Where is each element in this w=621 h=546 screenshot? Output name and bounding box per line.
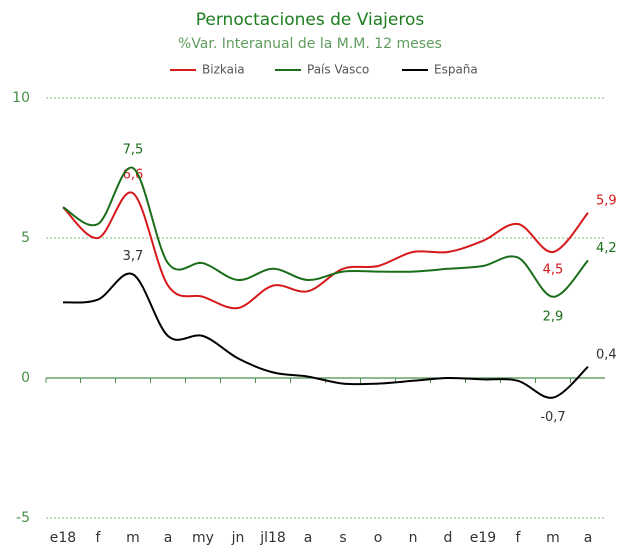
series-line xyxy=(62,166,589,298)
x-tick-label: m xyxy=(126,530,140,546)
legend-label: Bizkaia xyxy=(202,63,245,77)
data-label: -0,7 xyxy=(540,410,565,425)
data-label: 3,7 xyxy=(123,249,144,264)
x-tick-label: jl18 xyxy=(259,530,286,546)
series-line xyxy=(62,272,589,399)
x-tick-label: a xyxy=(164,530,173,546)
legend-label: España xyxy=(434,63,478,77)
x-tick-label: e18 xyxy=(50,530,76,546)
data-label: 6,6 xyxy=(123,168,144,183)
data-label: 0,4 xyxy=(596,347,617,362)
legend-label: País Vasco xyxy=(307,63,369,77)
y-tick-label: 5 xyxy=(21,230,30,246)
x-tick-label: s xyxy=(339,530,346,546)
x-tick-label: a xyxy=(584,530,593,546)
x-tick-label: jn xyxy=(231,530,245,546)
y-tick-label: -5 xyxy=(16,510,30,526)
chart-title: Pernoctaciones de Viajeros xyxy=(196,10,425,30)
data-label: 4,5 xyxy=(543,263,564,278)
x-tick-label: o xyxy=(374,530,383,546)
x-tick-label: n xyxy=(409,530,418,546)
x-tick-label: d xyxy=(444,530,453,546)
x-tick-label: m xyxy=(546,530,560,546)
x-tick-label: a xyxy=(304,530,313,546)
x-tick-label: my xyxy=(192,530,214,546)
x-tick-label: f xyxy=(516,530,522,546)
data-label: 5,9 xyxy=(596,193,617,208)
data-label: 2,9 xyxy=(543,309,564,324)
data-label: 7,5 xyxy=(123,143,144,158)
x-tick-label: f xyxy=(96,530,102,546)
series-line xyxy=(62,191,589,310)
y-tick-label: 10 xyxy=(12,90,30,106)
chart-subtitle: %Var. Interanual de la M.M. 12 meses xyxy=(178,36,442,52)
y-tick-label: 0 xyxy=(21,370,30,386)
data-label: 4,2 xyxy=(596,241,617,256)
x-tick-label: e19 xyxy=(470,530,496,546)
